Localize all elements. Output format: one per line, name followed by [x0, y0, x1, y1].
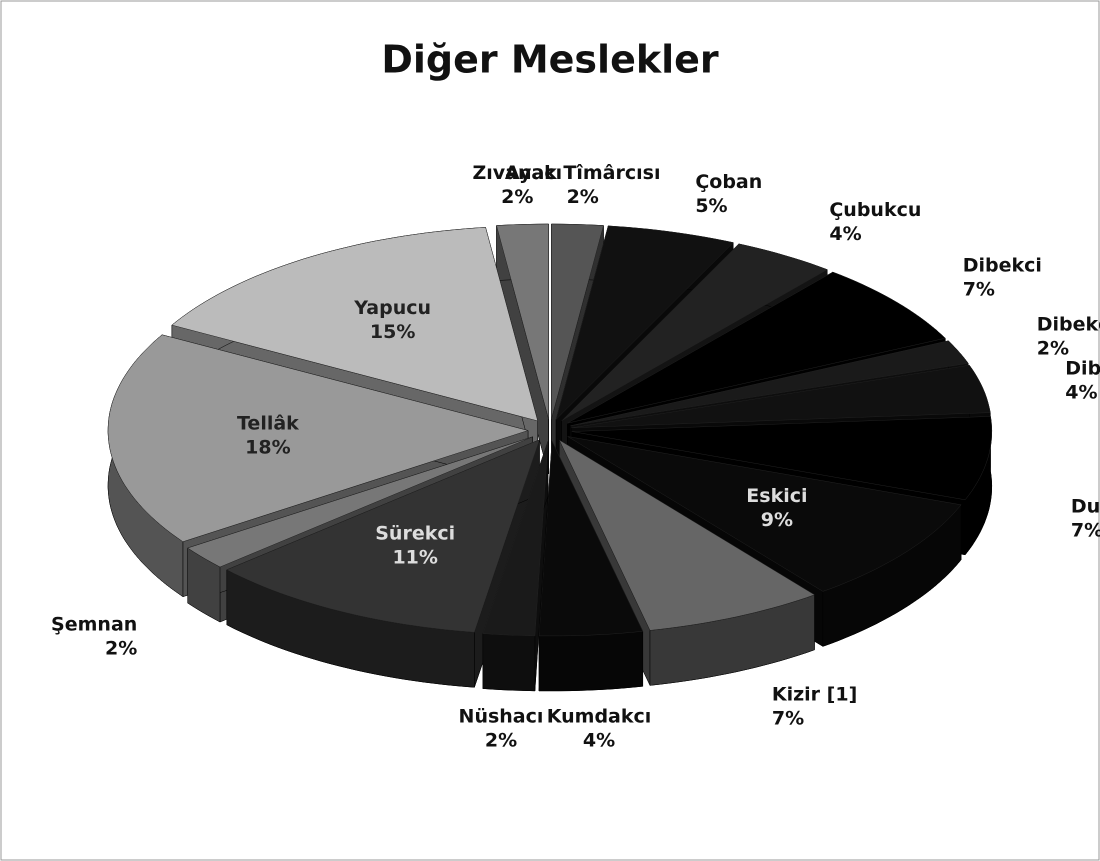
slice-label: Dibekci Kalfası — [1065, 357, 1100, 379]
slice — [482, 440, 549, 637]
slice — [571, 416, 993, 501]
slice-label: Dibekci — [963, 255, 1042, 277]
slice-value-label: 5% — [695, 195, 727, 217]
slice-label: Çoban — [695, 171, 762, 193]
slice — [171, 227, 539, 422]
slice-label: Zıvanacı — [472, 162, 562, 184]
slice-label: Ayak Tîmârcısı — [505, 162, 661, 184]
slice-value-label: 18% — [245, 437, 290, 459]
slice-value-label: 2% — [567, 186, 599, 208]
slice-value-label: 7% — [963, 279, 995, 301]
slice — [561, 243, 828, 421]
slice-value-label: 4% — [829, 223, 861, 245]
slice — [571, 364, 991, 429]
chart-title: Diğer Meslekler — [381, 38, 719, 82]
slice-label: Nüshacı — [459, 705, 544, 727]
slice — [187, 436, 533, 568]
slice-label: Şemnan — [51, 613, 137, 635]
slice-value-label: 11% — [392, 546, 437, 568]
slice — [551, 223, 604, 420]
slice — [558, 439, 816, 631]
slice-label: Kumdakcı — [547, 705, 652, 727]
slice — [107, 334, 529, 542]
slice-label: Çubukcu — [829, 199, 921, 221]
slice-value-label: 7% — [772, 708, 804, 730]
slice — [496, 223, 549, 420]
slice-label: Eskici — [746, 485, 807, 507]
slice — [555, 225, 734, 421]
slice-side — [538, 631, 644, 692]
slice-value-label: 7% — [1071, 520, 1100, 542]
slice — [226, 439, 540, 633]
slice — [567, 436, 962, 592]
slice-label: Yapucu — [353, 297, 431, 319]
slice-label: Duhâncı — [1071, 496, 1100, 518]
slice-value-label: 15% — [370, 321, 415, 343]
slice-value-label: 2% — [485, 729, 517, 751]
slice-value-label: 2% — [1037, 338, 1069, 360]
slice-value-label: 4% — [1065, 381, 1097, 403]
slice-label: Tellâk — [237, 413, 299, 435]
slice-label: Sürekci — [375, 522, 455, 544]
slice-label: Dibekci Halîfesi — [1037, 314, 1100, 336]
slice — [538, 440, 644, 637]
slice-label: Kizir [1] — [772, 684, 857, 706]
slice — [567, 271, 946, 424]
slice-side — [482, 633, 536, 692]
slice-value-label: 4% — [583, 729, 615, 751]
slice-value-label: 2% — [105, 637, 137, 659]
slice-value-label: 9% — [761, 509, 793, 531]
slice — [570, 340, 969, 427]
slice-value-label: 2% — [501, 186, 533, 208]
